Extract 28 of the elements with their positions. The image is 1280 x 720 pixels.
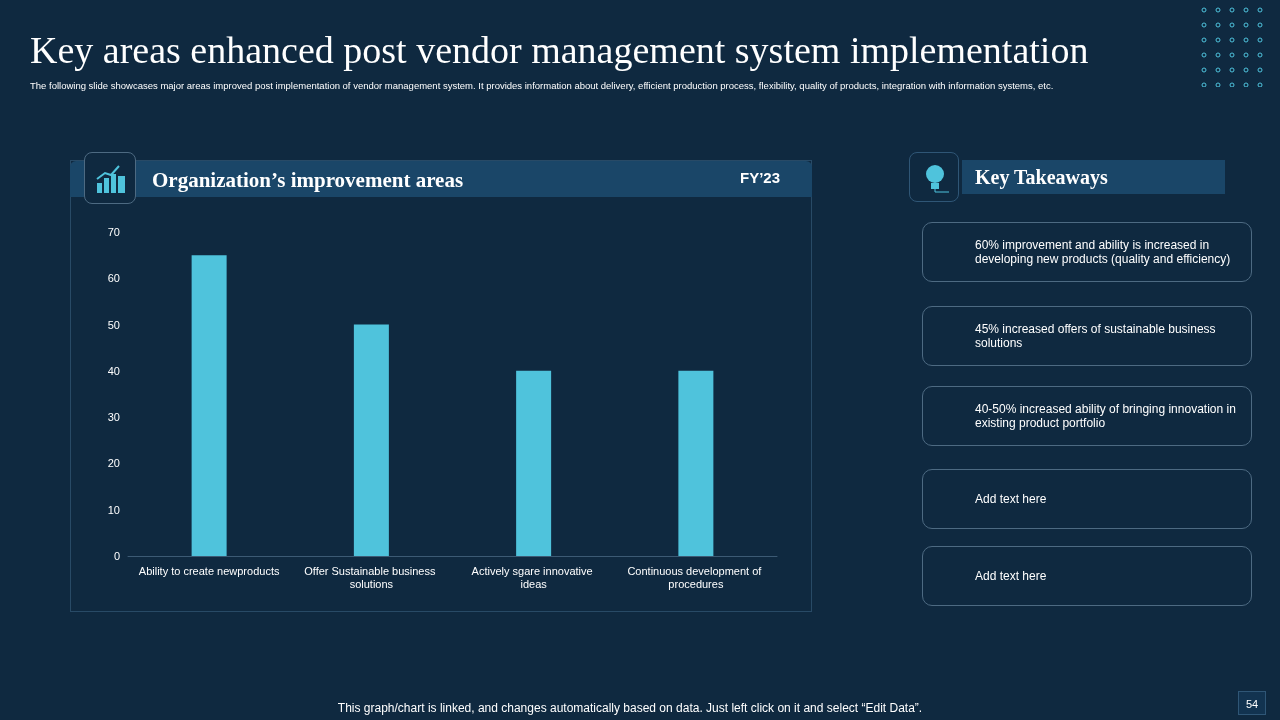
bar — [516, 370, 552, 556]
chart-subtitle: The following slide showcases major areas improved post implementation of vendor management system. It provides information about delivery, efficient production process, flexibility, quality of products, integration with information systems, etc. — [30, 80, 1054, 91]
y-tick-label: 70 — [107, 226, 120, 238]
y-tick-label: 30 — [107, 411, 120, 424]
text: FY’23 — [740, 169, 781, 186]
x-tick-label: Ability to create newproducts — [138, 564, 280, 577]
y-tick-label: 50 — [107, 318, 120, 331]
text: Key Takeaways — [975, 166, 1108, 189]
text: This graph/chart is linked, and changes automatically based on data. Just left click on it and select “Edit Data”. — [337, 701, 923, 715]
bar — [191, 255, 227, 556]
y-tick-label: 10 — [107, 503, 120, 516]
text: Organization’s improvement areas — [152, 168, 464, 193]
text: 60% improvement and ability is increased in developing new products (quality and efficiency) — [975, 238, 1232, 266]
y-tick-label: 40 — [107, 364, 120, 377]
text: Add text here — [975, 492, 1048, 506]
text: 54 — [1238, 691, 1266, 715]
chart-title: Key areas enhanced post vendor management system implementation — [30, 28, 1089, 72]
bar — [678, 370, 714, 556]
y-tick-label: 20 — [107, 457, 120, 470]
x-tick-label: Continuous development of procedures — [627, 564, 765, 590]
y-tick-label: 0 — [113, 550, 120, 562]
x-tick-label: Actively sgare innovative ideas — [471, 564, 596, 590]
text: 45% increased offers of sustainable business solutions — [975, 322, 1217, 350]
text: 40-50% increased ability of bringing innovation in existing product portfolio — [975, 402, 1237, 430]
bar — [353, 324, 389, 556]
x-tick-label: Offer Sustainable business solutions — [304, 564, 439, 590]
y-tick-label: 60 — [107, 272, 120, 285]
text: Add text here — [975, 569, 1048, 583]
